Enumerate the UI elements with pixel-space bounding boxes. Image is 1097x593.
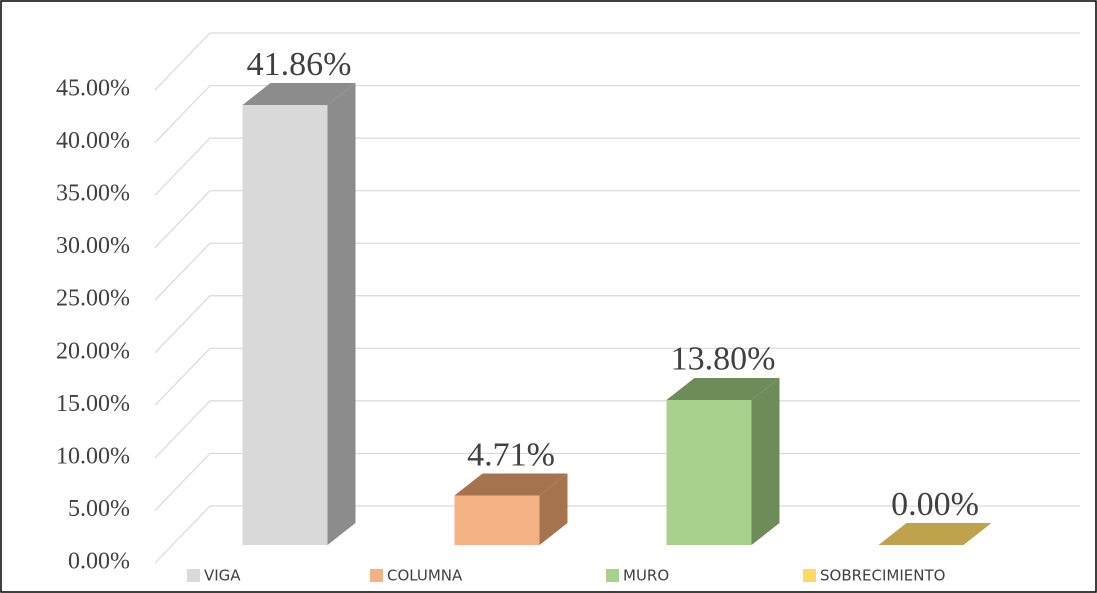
y-tick-label: 0.00% [68, 549, 130, 575]
legend-label: MURO [623, 567, 669, 585]
legend-swatch [606, 569, 619, 582]
data-label: 41.86% [247, 46, 352, 83]
grid-line [154, 452, 1080, 511]
bar-top [454, 473, 568, 496]
grid-line [154, 400, 1080, 459]
y-tick-label: 25.00% [56, 286, 130, 312]
bar-side [751, 377, 780, 545]
legend-swatch [803, 569, 816, 582]
bar-side [327, 83, 356, 546]
legend-label: COLUMNA [387, 567, 463, 585]
bar-top [666, 377, 780, 400]
data-label: 0.00% [891, 486, 979, 523]
bar-front [242, 105, 328, 546]
bar-side [539, 473, 568, 545]
legend-label: SOBRECIMIENTO [820, 567, 945, 585]
grid-line [154, 505, 1080, 564]
grid-line [154, 347, 1080, 406]
y-tick-label: 40.00% [56, 128, 130, 154]
y-tick-label: 20.00% [56, 338, 130, 364]
legend-swatch [187, 569, 200, 582]
y-tick-label: 10.00% [56, 443, 130, 469]
y-tick-label: 15.00% [56, 391, 130, 417]
grid-line [154, 32, 1080, 91]
bar [878, 523, 992, 545]
y-tick-label: 35.00% [56, 181, 130, 207]
bar [454, 473, 568, 545]
y-tick-label: 45.00% [56, 76, 130, 102]
legend-swatch [370, 569, 383, 582]
y-tick-label: 30.00% [56, 233, 130, 259]
bar-front [454, 495, 540, 545]
y-tick-label: 5.00% [68, 496, 130, 522]
bar-top [878, 523, 992, 545]
grid-line [154, 295, 1080, 354]
data-label: 13.80% [671, 341, 776, 378]
bar-front [666, 399, 752, 545]
grid-line [154, 137, 1080, 196]
bar [666, 377, 780, 545]
data-label: 4.71% [467, 436, 555, 473]
bar [242, 83, 356, 546]
grid-line [154, 84, 1080, 143]
bar-top [242, 83, 356, 106]
grid-line [154, 242, 1080, 301]
legend-label: VIGA [204, 567, 241, 585]
grid-line [154, 190, 1080, 249]
